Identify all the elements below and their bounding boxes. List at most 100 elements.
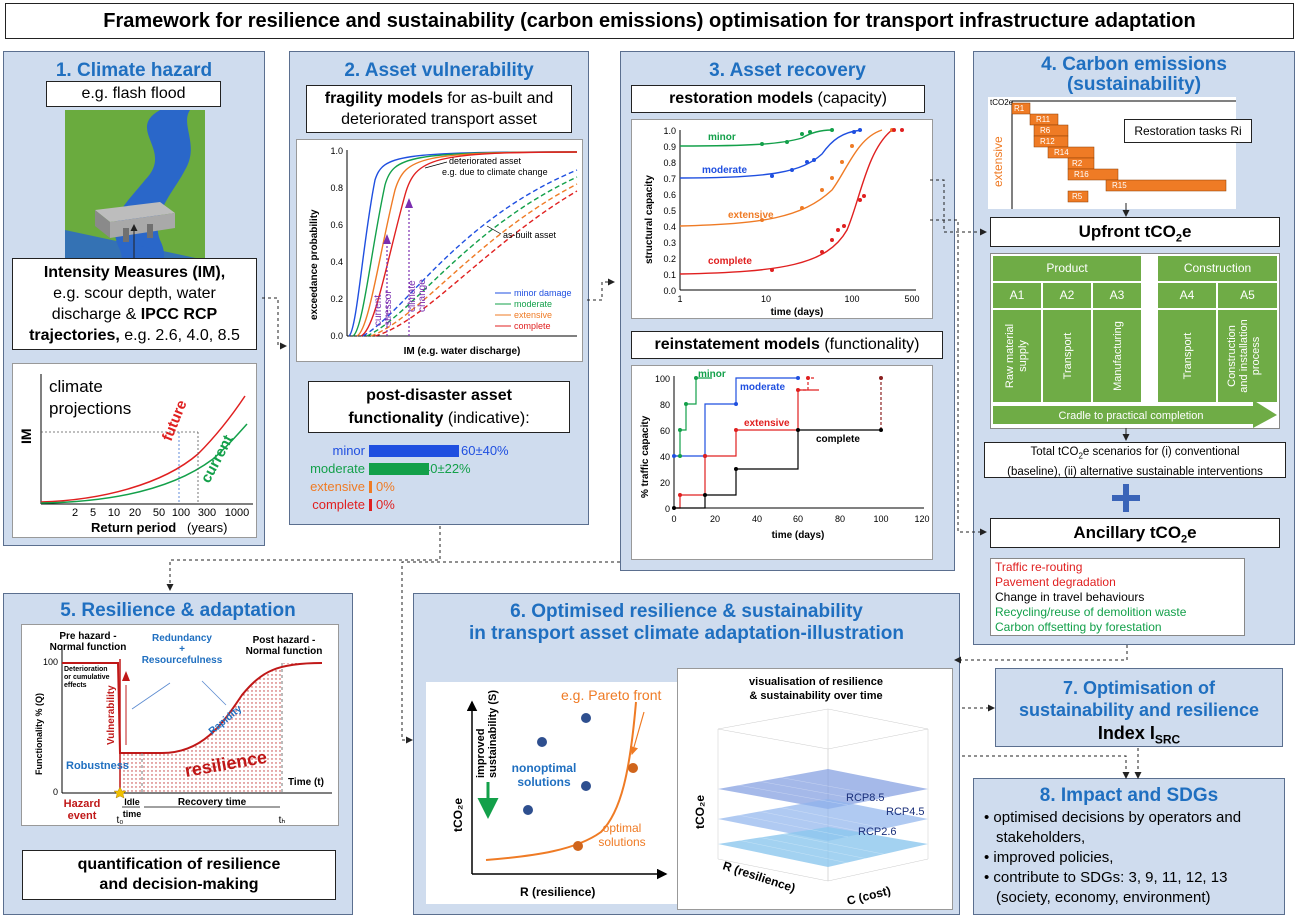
bar-label-complete: complete: [312, 497, 365, 512]
desc-a5-l2: and installation: [1238, 319, 1250, 392]
cradle-arrow: [993, 400, 1277, 428]
return-period-unit: (years): [187, 520, 227, 535]
pareto-label: e.g. Pareto front: [561, 687, 662, 703]
improved-2: sustainability (S): [487, 690, 499, 778]
impact-list: • optimised decisions by operators and s…: [984, 808, 1280, 908]
im-line4b: e.g. 2.6, 4.0, 8.5: [119, 327, 240, 344]
reinstatement-rest: (functionality): [819, 336, 920, 353]
task-r14: R14: [1054, 148, 1069, 157]
ancillary-a: Ancillary tCO: [1073, 523, 1182, 542]
main-title: Framework for resilience and sustainabil…: [103, 10, 1196, 32]
desc-a3-box: [1093, 310, 1141, 402]
functionality-bars: minor 60±40% moderate 40±22% extensive 0…: [290, 442, 590, 522]
legend-minor-damage: minor damage: [514, 288, 572, 298]
nonoptimal-2: solutions: [517, 775, 571, 789]
ytick-0-6: 0.6: [330, 220, 343, 230]
stage-a5: A5: [1218, 283, 1277, 308]
task-r1: R1: [1014, 104, 1025, 113]
post-hazard-1: Post hazard -: [253, 635, 316, 646]
surface-clabel: C (cost): [845, 884, 892, 908]
restoration-chart: 1.0 0.9 0.8 0.7 0.6 0.5 0.4 0.3 0.2 0.1 …: [631, 119, 933, 319]
fragility-ylabel: exceedance probability: [309, 209, 320, 320]
hazard-1: Hazard: [64, 798, 101, 810]
resilience-svg: Pre hazard - Normal function Post hazard…: [34, 631, 332, 826]
quantification-box: quantification of resilience and decisio…: [22, 850, 336, 900]
rxtick-10: 10: [761, 294, 771, 304]
ftick-40: 40: [660, 452, 670, 462]
functionality-ylabel: Functionality % (Q): [34, 693, 44, 775]
lca-stages: Product Construction A1 A2 A3 A4 A5 Raw …: [990, 253, 1280, 429]
arrow-6-to-8: [962, 755, 1130, 779]
im-heading: Intensity Measures (IM),: [43, 264, 226, 281]
robustness-label: Robustness: [66, 760, 129, 772]
vis-1: visualisation of resilience: [749, 676, 883, 688]
rtick-0-7: 0.7: [663, 174, 676, 184]
restoration-ylabel: structural capacity: [644, 175, 655, 264]
y-100: 100: [43, 657, 58, 667]
index-text: Index I: [1097, 723, 1155, 743]
upfront-a: Upfront tCO: [1078, 222, 1176, 241]
surface-svg: visualisation of resilience & sustainabi…: [693, 676, 929, 908]
annotation-as-built: as-built asset: [503, 230, 557, 240]
plus-icon: [1112, 484, 1140, 512]
ytick-0-4: 0.4: [330, 257, 343, 267]
time-label: Time (t): [288, 777, 324, 788]
panel-asset-vulnerability: 2. Asset vulnerability fragility models …: [289, 51, 589, 525]
post-disaster-box: post-disaster asset functionality (indic…: [308, 381, 570, 433]
bar-fill-extensive: [369, 481, 372, 493]
tick-1000: 1000: [225, 507, 249, 519]
restoration-rest: (capacity): [813, 90, 887, 107]
restoration-minor: minor: [708, 132, 736, 143]
fxtick-20: 20: [710, 514, 720, 524]
desc-a5-box: [1218, 310, 1277, 402]
restoration-complete: complete: [708, 256, 752, 267]
desc-a1-box: [993, 310, 1041, 402]
factor-pavement: Pavement degradation: [995, 575, 1116, 589]
product-label: Product: [1046, 261, 1088, 275]
stage-a2: A2: [1043, 283, 1091, 308]
climate-text: climate: [49, 377, 103, 396]
upfront-sub: 2: [1175, 232, 1182, 245]
desc-a2-box: [1043, 310, 1091, 402]
task-r11: R11: [1036, 115, 1051, 124]
panel-resilience-adaptation: 5. Resilience & adaptation Pre hazard - …: [3, 593, 353, 915]
rtick-0-1: 0.1: [663, 270, 676, 280]
construction-label: Construction: [1183, 261, 1252, 275]
annotation-climate-change: e.g. due to climate change: [442, 167, 548, 177]
bar-row-moderate: moderate 40±22%: [290, 460, 590, 478]
post-hazard-2: Normal function: [246, 646, 323, 657]
pareto-xlabel: R (resilience): [520, 885, 595, 899]
rcp-8-5: RCP8.5: [846, 792, 885, 804]
pareto-ylabel: tCO₂e: [451, 798, 465, 832]
ancillary-box: Ancillary tCO2e: [990, 518, 1280, 548]
fragility-rest: for as-built and: [442, 90, 554, 107]
climate-change-2: change: [417, 279, 428, 312]
ftick-100: 100: [655, 374, 670, 384]
impact-text-3: contribute to SDGs: 3, 9, 11, 12, 13 (so…: [993, 869, 1228, 906]
panel-6-title-1: 6. Optimised resilience & sustainability: [510, 601, 863, 622]
tick-50: 50: [153, 507, 165, 519]
im-line2: e.g. scour depth, water: [53, 285, 216, 302]
deterioration-3: effects: [64, 682, 87, 689]
tick-10: 10: [108, 507, 120, 519]
desc-a3: Manufacturing: [1112, 321, 1124, 391]
total-sub: 2: [1078, 451, 1083, 461]
legend-complete: complete: [514, 321, 551, 331]
current-label: current: [198, 432, 237, 486]
rxtick-100: 100: [844, 294, 859, 304]
fxtick-40: 40: [752, 514, 762, 524]
total-line2: (baseline), (ii) alternative sustainable…: [1007, 466, 1263, 479]
ftick-20: 20: [660, 478, 670, 488]
rtick-0-4: 0.4: [663, 222, 676, 232]
redundancy-1: Redundancy: [152, 633, 212, 644]
panel-7-line2: sustainability and resilience: [1018, 700, 1260, 720]
panel-asset-recovery: 3. Asset recovery restoration models (ca…: [620, 51, 955, 571]
fxtick-60: 60: [793, 514, 803, 524]
rcp-4-5: RCP4.5: [886, 806, 925, 818]
restoration-bold: restoration models: [669, 90, 814, 107]
ftick-0: 0: [665, 504, 670, 514]
rtick-0-8: 0.8: [663, 158, 676, 168]
index-label: Index ISRC: [996, 722, 1282, 751]
bar-value-extensive: 0%: [376, 479, 395, 494]
fragility-svg: 1.0 0.8 0.6 0.4 0.2 0.0 current stre: [309, 146, 578, 357]
